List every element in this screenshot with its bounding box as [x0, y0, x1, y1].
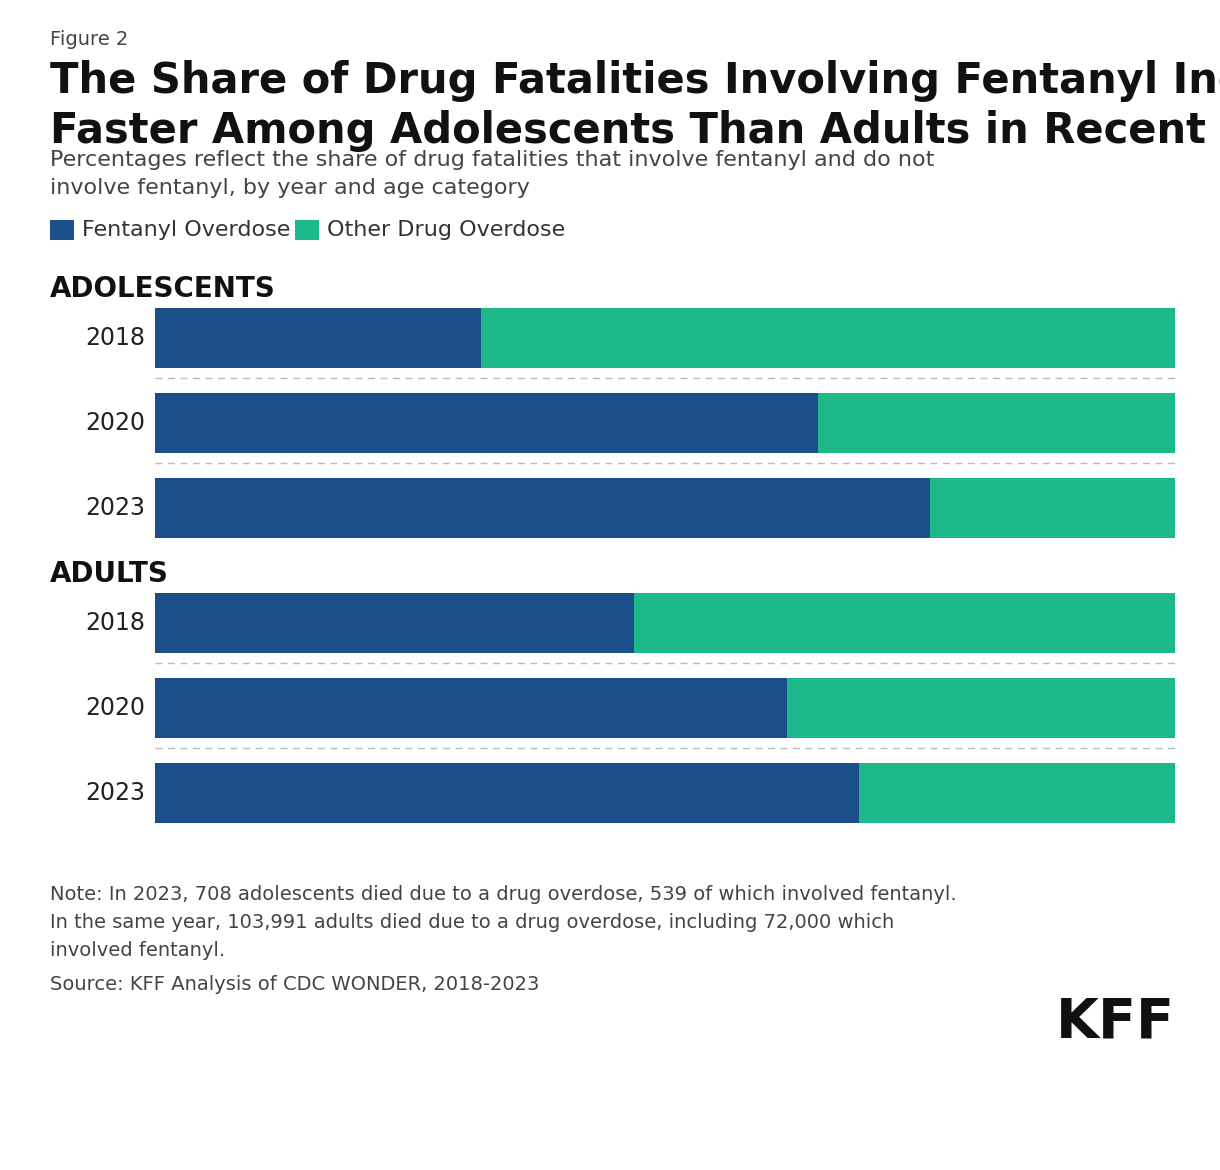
Bar [155, 308, 482, 369]
Text: 62%: 62% [170, 696, 226, 720]
Text: 65%: 65% [170, 411, 226, 435]
Text: 38%: 38% [802, 696, 858, 720]
Bar [50, 220, 74, 240]
Text: 69%: 69% [170, 782, 226, 805]
Text: ADOLESCENTS: ADOLESCENTS [50, 275, 276, 303]
Text: 76%: 76% [170, 496, 226, 519]
Text: 47%: 47% [170, 611, 226, 635]
Bar [482, 308, 1175, 369]
Text: 32%: 32% [170, 326, 226, 350]
Text: 2018: 2018 [85, 611, 145, 635]
Text: The Share of Drug Fatalities Involving Fentanyl Increased
Faster Among Adolescen: The Share of Drug Fatalities Involving F… [50, 60, 1220, 152]
Text: ADULTS: ADULTS [50, 560, 168, 589]
Text: 24%: 24% [944, 496, 1000, 519]
Bar [817, 393, 1175, 453]
Text: Note: In 2023, 708 adolescents died due to a drug overdose, 539 of which involve: Note: In 2023, 708 adolescents died due … [50, 885, 956, 961]
Text: Fentanyl Overdose: Fentanyl Overdose [82, 220, 290, 240]
Text: 2020: 2020 [85, 696, 145, 720]
Text: Source: KFF Analysis of CDC WONDER, 2018-2023: Source: KFF Analysis of CDC WONDER, 2018… [50, 975, 539, 994]
Text: 35%: 35% [832, 411, 888, 435]
Text: 2020: 2020 [85, 411, 145, 435]
Bar [295, 220, 318, 240]
Text: Figure 2: Figure 2 [50, 30, 128, 49]
Text: KFF: KFF [1057, 996, 1175, 1049]
Text: 31%: 31% [872, 782, 930, 805]
Text: 2023: 2023 [85, 496, 145, 519]
Bar [859, 763, 1175, 823]
Text: 68%: 68% [495, 326, 551, 350]
Bar [155, 393, 817, 453]
Text: Other Drug Overdose: Other Drug Overdose [327, 220, 565, 240]
Text: Percentages reflect the share of drug fatalities that involve fentanyl and do no: Percentages reflect the share of drug fa… [50, 150, 935, 198]
Bar [155, 763, 859, 823]
Text: 2023: 2023 [85, 782, 145, 805]
Bar [787, 677, 1175, 738]
Bar [155, 593, 634, 653]
Text: 53%: 53% [648, 611, 705, 635]
Text: 2018: 2018 [85, 326, 145, 350]
Bar [155, 677, 787, 738]
Bar [930, 479, 1175, 538]
Bar [634, 593, 1175, 653]
Bar [155, 479, 930, 538]
